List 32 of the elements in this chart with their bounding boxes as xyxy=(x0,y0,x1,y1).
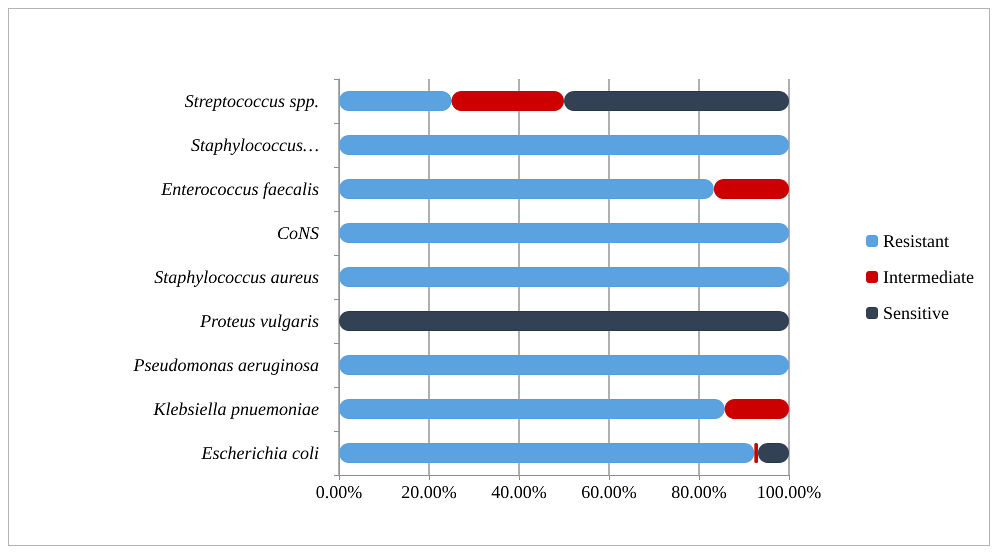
bar xyxy=(339,355,789,375)
bar xyxy=(754,443,758,463)
y-tick-label: Enterococcus faecalis xyxy=(160,179,319,199)
y-tick-label: Klebsiella pnuemoniae xyxy=(152,399,319,419)
y-tick-label: Streptococcus spp. xyxy=(184,91,319,111)
y-tick-label: Staphylococcus aureus xyxy=(154,267,319,287)
bar xyxy=(339,311,789,331)
legend-label: Intermediate xyxy=(883,267,974,287)
x-tick-label: 20.00% xyxy=(401,482,457,502)
bar xyxy=(339,399,725,419)
x-tick-label: 60.00% xyxy=(581,482,637,502)
bar xyxy=(714,179,789,199)
y-tick-label: Proteus vulgaris xyxy=(199,311,319,331)
x-tick-label: 40.00% xyxy=(491,482,547,502)
bar xyxy=(339,267,789,287)
y-tick-label: CoNS xyxy=(276,223,319,243)
y-tick-label: Escherichia coli xyxy=(200,443,319,463)
bar xyxy=(339,179,714,199)
bar xyxy=(564,91,789,111)
legend-label: Sensitive xyxy=(883,303,950,323)
bar xyxy=(452,91,564,111)
bar xyxy=(339,135,789,155)
x-tick-label: 100.00% xyxy=(756,482,822,502)
bar xyxy=(724,399,789,419)
bar xyxy=(339,223,789,243)
x-tick-label: 0.00% xyxy=(316,482,362,502)
x-tick-label: 80.00% xyxy=(671,482,727,502)
bar xyxy=(339,91,452,111)
y-tick-label: Pseudomonas aeruginosa xyxy=(132,355,319,375)
y-tick-label: Staphylococcus… xyxy=(191,135,319,155)
bar xyxy=(339,443,754,463)
legend-label: Resistant xyxy=(883,231,950,251)
